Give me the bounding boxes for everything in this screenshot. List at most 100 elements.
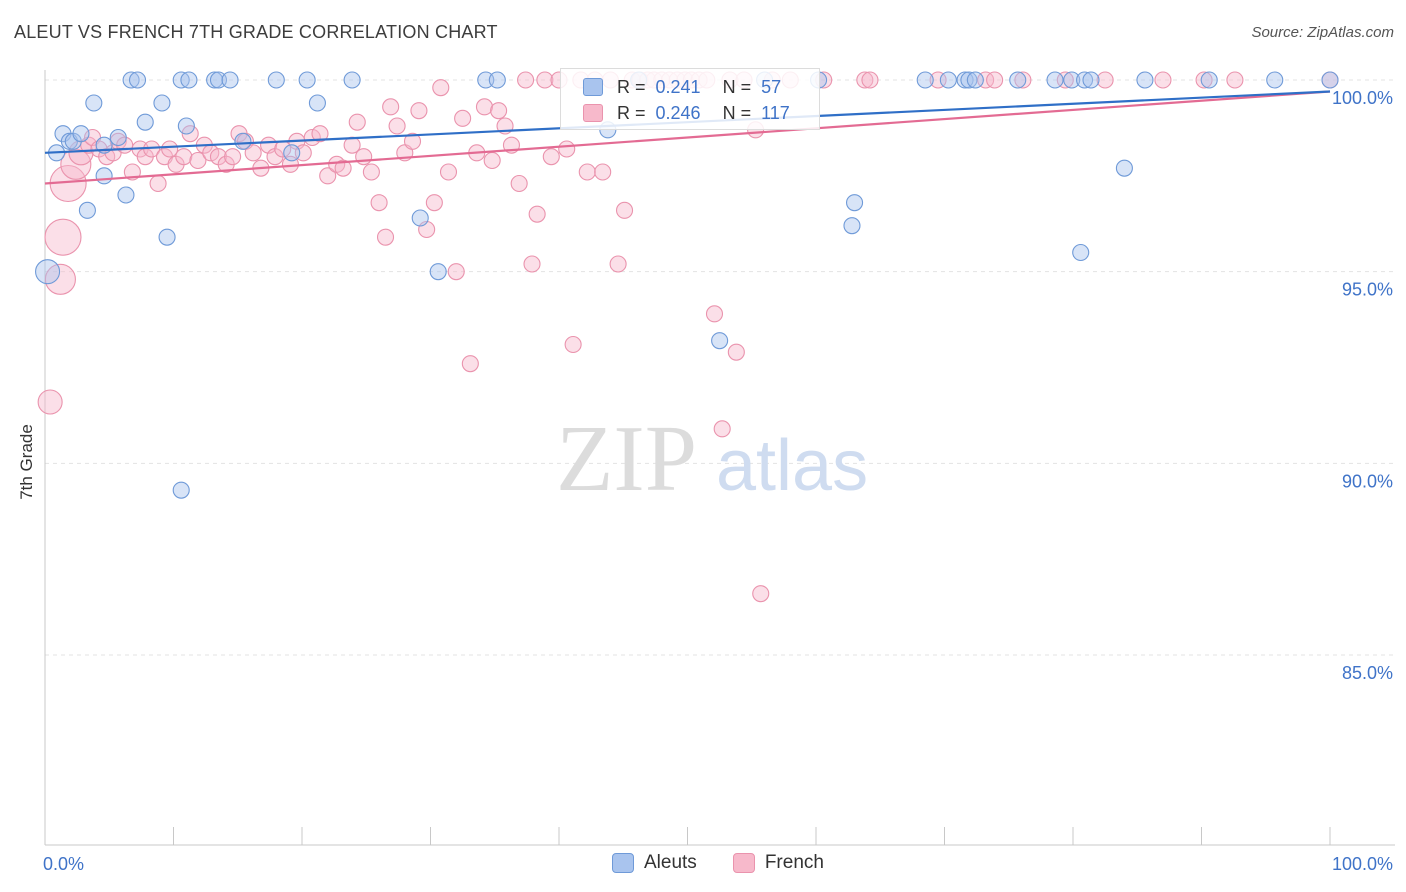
aleuts-r-value: 0.241 xyxy=(655,76,701,97)
french-point xyxy=(1096,71,1114,89)
aleut-point xyxy=(843,217,861,235)
french-point xyxy=(752,585,770,603)
french-r-value: 0.246 xyxy=(655,102,701,123)
aleut-point xyxy=(221,71,239,89)
aleut-point xyxy=(1082,71,1100,89)
aleut-point xyxy=(488,71,506,89)
y-tick-label: 90.0% xyxy=(1342,471,1393,491)
aleut-point xyxy=(128,71,147,89)
aleut-point xyxy=(1266,71,1284,89)
aleuts-r-label: R = xyxy=(617,76,646,97)
french-point xyxy=(334,159,352,177)
x-tick-label: 100.0% xyxy=(1332,854,1393,874)
french-point xyxy=(609,255,627,273)
aleut-point xyxy=(180,71,198,89)
french-point xyxy=(490,102,508,120)
french-point xyxy=(294,144,312,162)
aleut-point xyxy=(1200,71,1218,89)
french-point xyxy=(149,174,167,193)
french-point xyxy=(303,128,321,147)
french-point xyxy=(362,163,380,181)
aleut-point xyxy=(78,201,96,219)
aleut-point xyxy=(477,71,495,89)
legend-row-aleuts: R = 0.241 N = 57 xyxy=(583,75,781,99)
aleut-point xyxy=(153,94,171,112)
aleut-point xyxy=(429,263,447,281)
french-point xyxy=(536,71,554,89)
french-point xyxy=(37,389,63,415)
french-point xyxy=(311,125,329,143)
french-point xyxy=(727,343,745,361)
french-point xyxy=(439,163,458,181)
aleut-point xyxy=(158,228,176,246)
french-trend-line xyxy=(44,90,1331,185)
french-point xyxy=(161,140,179,158)
aleut-point xyxy=(206,71,224,89)
french-point xyxy=(388,117,406,135)
french-point xyxy=(319,167,337,185)
correlation-legend: R = 0.241 N = 57 R = 0.246 N = 117 xyxy=(560,68,820,130)
french-point xyxy=(382,98,400,116)
french-point xyxy=(558,140,576,158)
french-point xyxy=(713,420,731,438)
aleut-point xyxy=(234,132,252,150)
aleut-point xyxy=(109,128,127,147)
aleuts-legend-swatch xyxy=(612,853,634,873)
french-point xyxy=(594,163,612,181)
french-point xyxy=(542,148,560,166)
french-n-label: N = xyxy=(722,102,752,123)
aleut-point xyxy=(960,71,978,89)
aleut-point xyxy=(298,71,316,89)
aleut-point xyxy=(966,71,984,89)
french-point xyxy=(461,355,479,373)
chart-source: Source: ZipAtlas.com xyxy=(1251,24,1394,41)
french-point xyxy=(929,71,947,89)
french-legend-swatch xyxy=(732,853,755,873)
french-point xyxy=(244,144,262,162)
french-point xyxy=(977,71,995,89)
french-point xyxy=(510,174,528,193)
aleut-point xyxy=(956,71,974,89)
legend-item-aleuts[interactable]: Aleuts xyxy=(612,852,697,874)
french-point xyxy=(856,71,874,89)
french-point xyxy=(1014,71,1032,89)
aleut-point xyxy=(1063,71,1081,89)
aleuts-n-label: N = xyxy=(722,76,752,97)
french-point xyxy=(348,113,366,131)
french-n-value: 117 xyxy=(761,102,790,123)
aleut-point xyxy=(1115,159,1133,177)
tick-labels: 100.0% 95.0% 90.0% 85.0% 0.0% 100.0% xyxy=(43,88,1393,874)
french-point xyxy=(1056,71,1074,89)
x-tick-label: 0.0% xyxy=(43,854,84,874)
aleut-point xyxy=(1009,71,1027,89)
aleut-point xyxy=(283,144,301,162)
french-swatch xyxy=(583,104,603,122)
aleut-point xyxy=(1076,71,1094,89)
aleut-point xyxy=(122,71,140,89)
french-point xyxy=(410,102,428,120)
french-point xyxy=(181,125,199,143)
french-point xyxy=(175,148,193,166)
aleuts-swatch xyxy=(583,78,603,96)
legend-item-french[interactable]: French xyxy=(732,852,824,874)
french-point xyxy=(1226,71,1244,89)
aleut-point xyxy=(172,481,190,499)
french-point xyxy=(705,305,724,323)
french-point xyxy=(1154,71,1172,89)
y-tick-label: 85.0% xyxy=(1342,663,1393,683)
french-points xyxy=(37,71,1339,603)
aleut-point xyxy=(35,259,61,285)
watermark-atlas: atlas xyxy=(716,426,868,506)
french-point xyxy=(517,71,535,89)
aleut-point xyxy=(411,209,429,227)
aleut-point xyxy=(711,332,729,350)
french-point xyxy=(355,148,373,166)
aleut-point xyxy=(136,113,154,131)
french-point xyxy=(44,263,76,295)
aleut-point xyxy=(1136,71,1154,89)
aleut-point xyxy=(845,194,864,212)
french-point xyxy=(528,205,546,223)
french-point xyxy=(615,201,634,219)
french-point xyxy=(189,151,207,170)
